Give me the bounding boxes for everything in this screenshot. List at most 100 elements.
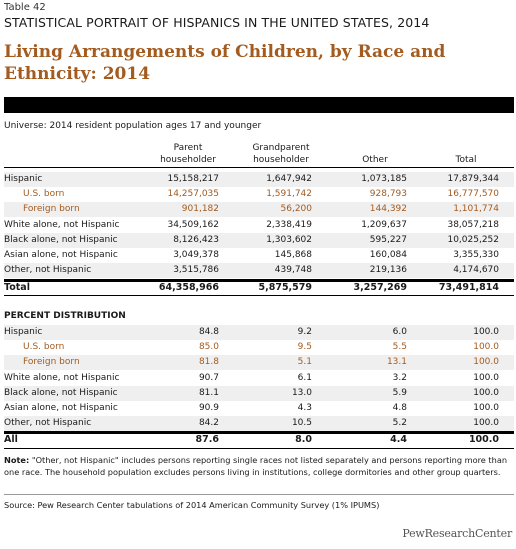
- cell-grandparent: 5,875,579: [258, 282, 313, 293]
- universe-line: Universe: 2014 resident population ages …: [4, 121, 262, 131]
- cell-total: 100.0: [473, 357, 499, 368]
- table-row: Other, not Hispanic 3,515,786 439,748 219,1…: [4, 263, 514, 279]
- cell-parent: 90.9: [198, 403, 219, 413]
- percent-total-row: All 87.6 8.0 4.4 100.0: [4, 432, 514, 447]
- cell-grandparent: 1,647,942: [266, 174, 312, 184]
- cell-grandparent: 9.5: [297, 342, 312, 353]
- cell-parent: 81.1: [198, 387, 219, 398]
- cell-total: 100.0: [473, 342, 499, 353]
- cell-total: 10,025,252: [447, 234, 499, 245]
- note-text: "Other, not Hispanic" includes persons r…: [4, 455, 508, 477]
- table-note: Note: "Other, not Hispanic" includes per…: [4, 454, 514, 478]
- row-label: White alone, not Hispanic: [4, 372, 120, 383]
- cell-grandparent: 5.1: [297, 357, 312, 368]
- cell-other: 1,209,637: [361, 219, 407, 230]
- row-label: Asian alone, not Hispanic: [4, 403, 118, 413]
- table-row: Hispanic 15,158,217 1,647,942 1,073,185 17,8…: [4, 172, 514, 187]
- cell-total: 17,879,344: [447, 174, 499, 184]
- cell-parent: 901,182: [181, 204, 219, 215]
- cell-other: 13.1: [386, 357, 407, 368]
- col-header-parent-line1: Parent: [173, 143, 203, 153]
- source-line: Source: Pew Research Center tabulations …: [4, 500, 380, 510]
- cell-grandparent: 10.5: [291, 418, 312, 429]
- col-header-parent-line2: householder: [160, 155, 216, 165]
- row-label: Hispanic: [4, 327, 43, 337]
- row-label: Hispanic: [4, 174, 43, 184]
- percent-total-rule: [4, 431, 514, 434]
- table-row: Black alone, not Hispanic 8,126,423 1,303,…: [4, 232, 514, 248]
- percent-bottom-rule: [4, 448, 514, 449]
- row-label: All: [4, 434, 18, 445]
- cell-grandparent: 56,200: [280, 204, 313, 215]
- cell-grandparent: 1,303,602: [266, 234, 312, 245]
- cell-other: 5.5: [392, 342, 407, 353]
- cell-other: 4.8: [392, 403, 407, 413]
- cell-grandparent: 13.0: [291, 387, 312, 398]
- table-row: Black alone, not Hispanic 81.1 13.0 5.9 100.…: [4, 385, 514, 401]
- cell-parent: 90.7: [198, 372, 219, 383]
- cell-other: 595,227: [369, 234, 407, 245]
- table-row: White alone, not Hispanic 34,509,162 2,338…: [4, 218, 514, 233]
- row-label: U.S. born: [23, 189, 65, 200]
- cell-parent: 14,257,035: [167, 189, 219, 200]
- cell-grandparent: 9.2: [297, 327, 312, 337]
- cell-total: 3,355,330: [453, 250, 499, 260]
- table-row: Asian alone, not Hispanic 3,049,378 145,86…: [4, 248, 514, 263]
- row-label: White alone, not Hispanic: [4, 219, 120, 230]
- cell-grandparent: 145,868: [274, 250, 312, 260]
- cell-total: 100.0: [468, 434, 499, 445]
- cell-parent: 84.2: [198, 418, 219, 429]
- cell-other: 5.2: [392, 418, 407, 429]
- cell-total: 100.0: [473, 387, 499, 398]
- cell-parent: 8,126,423: [173, 234, 219, 245]
- cell-parent: 85.0: [198, 342, 219, 353]
- cell-grandparent: 6.1: [297, 372, 312, 383]
- cell-other: 160,084: [369, 250, 407, 260]
- table-row: Asian alone, not Hispanic 90.9 4.3 4.8 100.0: [4, 401, 514, 416]
- cell-parent: 3,049,378: [173, 250, 219, 260]
- cell-other: 3.2: [392, 372, 407, 383]
- percent-heading: PERCENT DISTRIBUTION: [4, 311, 126, 321]
- cell-parent: 87.6: [195, 434, 219, 445]
- col-header-grandparent-line1: Grandparent: [252, 143, 310, 153]
- cell-parent: 3,515,786: [173, 265, 219, 276]
- cell-other: 1,073,185: [361, 174, 407, 184]
- cell-parent: 64,358,966: [158, 282, 219, 293]
- cell-parent: 15,158,217: [167, 174, 219, 184]
- cell-parent: 81.8: [198, 357, 219, 368]
- row-label: Foreign born: [23, 357, 80, 368]
- cell-total: 100.0: [473, 327, 499, 337]
- cell-total: 100.0: [473, 372, 499, 383]
- table-row: Foreign born 901,182 56,200 144,392 1,101,77…: [4, 202, 514, 218]
- cell-grandparent: 4.3: [297, 403, 312, 413]
- report-supertitle: STATISTICAL PORTRAIT OF HISPANICS IN THE…: [4, 15, 430, 30]
- cell-grandparent: 439,748: [274, 265, 312, 276]
- table-row: White alone, not Hispanic 90.7 6.1 3.2 100.0: [4, 371, 514, 386]
- cell-total: 73,491,814: [438, 282, 499, 293]
- counts-bottom-rule: [4, 295, 514, 296]
- col-header-grandparent: Grandparent householder: [238, 142, 324, 166]
- source-rule: [4, 494, 514, 495]
- col-header-parent: Parent householder: [148, 142, 228, 166]
- row-label: Black alone, not Hispanic: [4, 387, 118, 398]
- cell-parent: 34,509,162: [167, 219, 219, 230]
- cell-total: 100.0: [473, 418, 499, 429]
- table-row: U.S. born 14,257,035 1,591,742 928,793 16,77…: [4, 187, 514, 202]
- counts-total-row: Total 64,358,966 5,875,579 3,257,269 73,…: [4, 280, 514, 295]
- pew-logo: PewResearchCenter: [402, 527, 512, 540]
- table-row: U.S. born 85.0 9.5 5.5 100.0: [4, 340, 514, 355]
- counts-total-rule: [4, 279, 514, 282]
- cell-total: 38,057,218: [447, 219, 499, 230]
- row-label: Other, not Hispanic: [4, 418, 92, 429]
- note-label: Note:: [4, 455, 30, 465]
- row-label: Foreign born: [23, 204, 80, 215]
- table-row: Foreign born 81.8 5.1 13.1 100.0: [4, 355, 514, 371]
- cell-other: 3,257,269: [353, 282, 408, 293]
- table-row: Hispanic 84.8 9.2 6.0 100.0: [4, 325, 514, 340]
- header-bar: [4, 97, 514, 113]
- table-title: Living Arrangements of Children, by Race…: [4, 42, 446, 84]
- cell-other: 4.4: [390, 434, 407, 445]
- cell-grandparent: 2,338,419: [266, 219, 312, 230]
- cell-total: 100.0: [473, 403, 499, 413]
